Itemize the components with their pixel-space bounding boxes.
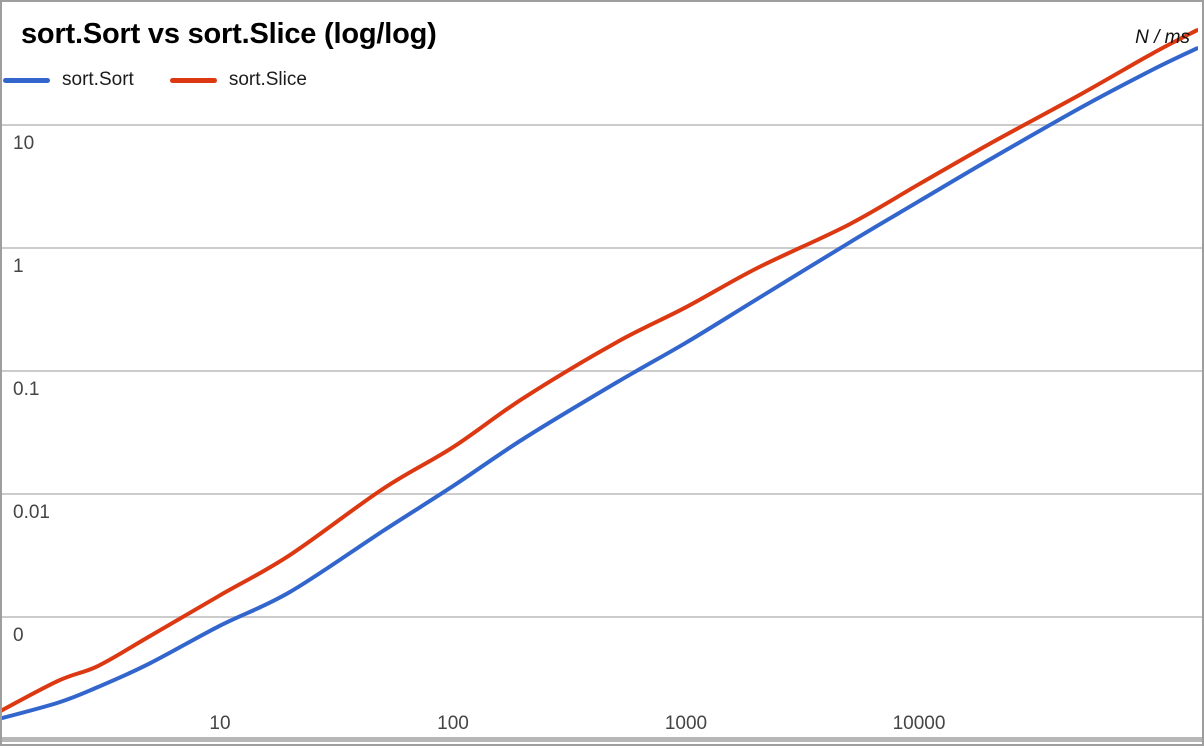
legend-swatch-sort-slice bbox=[169, 77, 217, 83]
legend-label-sort-sort: sort.Sort bbox=[62, 69, 134, 90]
chart-title: sort.Sort vs sort.Slice (log/log) bbox=[21, 18, 437, 50]
x-axis-label: 1000 bbox=[665, 713, 707, 734]
y-axis-label: 0.01 bbox=[13, 502, 50, 523]
legend: sort.Sort sort.Slice bbox=[3, 68, 307, 92]
x-axis-label: 10 bbox=[209, 713, 230, 734]
x-axis-label: 100 bbox=[437, 713, 469, 734]
y-axis-label: 0.1 bbox=[13, 379, 39, 400]
y-axis-label: 10 bbox=[13, 133, 34, 154]
legend-label-sort-slice: sort.Slice bbox=[228, 69, 307, 90]
axis-unit-label: N / ms bbox=[1135, 27, 1190, 48]
x-axis-line bbox=[2, 737, 1202, 742]
series-line-sort-sort[interactable] bbox=[0, 46, 1198, 722]
series-line-sort-slice[interactable] bbox=[0, 28, 1198, 718]
x-axis-label: 10000 bbox=[893, 713, 946, 734]
legend-item-sort-slice[interactable]: sort.Slice bbox=[169, 69, 307, 91]
y-axis-label: 0 bbox=[13, 625, 24, 646]
legend-swatch-sort-sort bbox=[3, 77, 50, 83]
y-axis-label: 1 bbox=[13, 256, 24, 277]
legend-item-sort-sort[interactable]: sort.Sort bbox=[3, 69, 134, 91]
